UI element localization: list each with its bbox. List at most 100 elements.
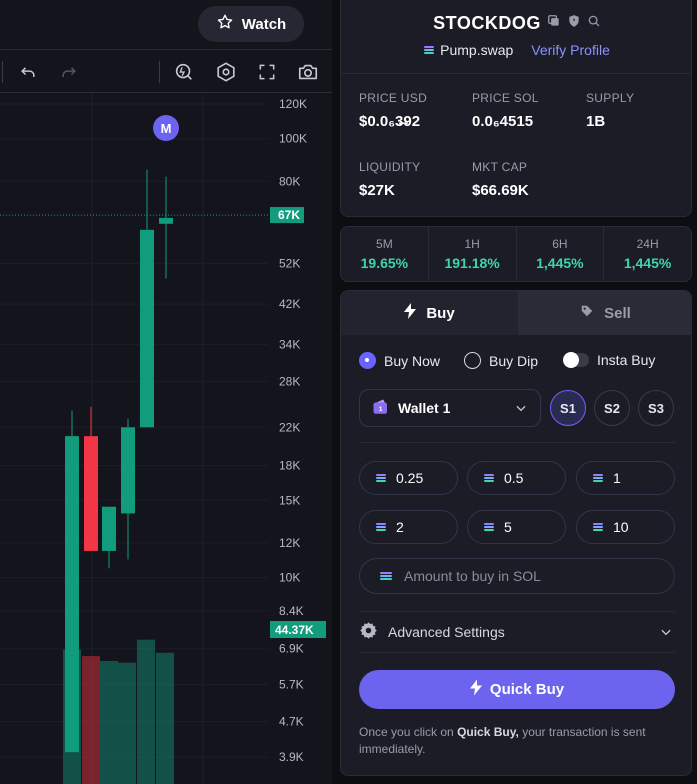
change-value: 1,445% [623, 255, 672, 271]
amount-placeholder: Amount to buy in SOL [404, 568, 541, 584]
advanced-settings-toggle[interactable]: Advanced Settings [359, 621, 675, 643]
stat-label: LIQUIDITY [359, 160, 421, 174]
mode-buy-now[interactable]: Buy Now [359, 352, 440, 369]
sol-icon [484, 474, 494, 482]
tab-sell[interactable]: Sell [518, 291, 691, 335]
slot-s3-button[interactable]: S3 [638, 390, 674, 426]
amount-preset-button[interactable]: 2 [359, 510, 458, 544]
slot-s2-button[interactable]: S2 [594, 390, 630, 426]
change-5m[interactable]: 5M 19.65% [341, 227, 429, 281]
dex-name: Pump.swap [440, 42, 514, 58]
divider [359, 611, 675, 612]
price-axis-label: 8.4K [279, 604, 304, 618]
price-axis-label: 34K [279, 337, 300, 351]
wallet-label: Wallet 1 [398, 400, 451, 416]
change-1h[interactable]: 1H 191.18% [429, 227, 517, 281]
chart-canvas[interactable]: 120K 100K 80K 52K 42K 34K 28K 22K 18K 15K 12K 10K 8.… [0, 94, 332, 784]
price-axis-label: 120K [279, 97, 307, 111]
copy-icon[interactable] [547, 14, 561, 33]
quick-buy-label: Quick Buy [489, 681, 565, 698]
redo-icon[interactable] [58, 61, 80, 83]
change-value: 1,445% [536, 255, 584, 271]
price-axis-label: 28K [279, 374, 300, 388]
search-icon[interactable] [587, 14, 601, 33]
quick-buy-button[interactable]: Quick Buy [359, 670, 675, 709]
candle-body [121, 427, 135, 514]
price-axis-label: 52K [279, 256, 300, 270]
amount-input[interactable]: Amount to buy in SOL [359, 558, 675, 594]
amount-preset-button[interactable]: 0.5 [467, 461, 566, 495]
volume-bar [118, 662, 136, 784]
settings-hexagon-icon[interactable] [215, 61, 237, 83]
volume-bar [156, 652, 174, 784]
candlestick-chart[interactable]: 120K 100K 80K 52K 42K 34K 28K 22K 18K 15K 12K 10K 8.… [0, 94, 332, 784]
right-panel: STOCKDOG Pump.swap Verify Profile PRICE … [340, 0, 697, 784]
undo-icon[interactable] [17, 61, 39, 83]
price-axis-label: 4.7K [279, 714, 304, 728]
mode-buy-dip[interactable]: Buy Dip [464, 352, 538, 369]
amount-value: 1 [613, 470, 621, 486]
amount-preset-button[interactable]: 0.25 [359, 461, 458, 495]
stat-value: $0.0₆3̶92 [359, 113, 421, 130]
candle-body [84, 436, 98, 551]
stat-label: SUPPLY [586, 91, 635, 105]
current-price-tag-label: 67K [278, 208, 300, 222]
verify-profile-link[interactable]: Verify Profile [531, 42, 610, 58]
stat-liquidity: LIQUIDITY $27K [359, 160, 420, 199]
stat-value: 0.0₆4515 [472, 113, 534, 130]
change-value: 191.18% [444, 255, 500, 271]
change-label: 5M [376, 237, 393, 251]
pump-swap-icon [424, 46, 435, 54]
quick-buy-note: Once you click on Quick Buy, your transa… [359, 724, 675, 758]
insta-buy-label: Insta Buy [597, 352, 656, 368]
wallet-select[interactable]: 1 Wallet 1 [359, 389, 541, 427]
sol-icon [593, 474, 603, 482]
volume-bar [82, 656, 100, 784]
volume-tag-label: 44.37K [275, 623, 314, 637]
indicator-icon[interactable] [173, 61, 195, 83]
chart-topbar: Watch [0, 0, 332, 50]
stat-value: $66.69K [472, 182, 529, 199]
amount-preset-button[interactable]: 10 [576, 510, 675, 544]
change-24h[interactable]: 24H 1,445% [604, 227, 691, 281]
tab-buy[interactable]: Buy [341, 291, 518, 335]
amount-preset-button[interactable]: 1 [576, 461, 675, 495]
amount-value: 5 [504, 519, 512, 535]
change-value: 19.65% [360, 255, 409, 271]
change-label: 24H [636, 237, 659, 251]
stat-value: 1B [586, 113, 606, 130]
stat-price-usd: PRICE USD $0.0₆3̶92 [359, 91, 427, 130]
stat-value: $27K [359, 182, 395, 199]
token-name: STOCKDOG [433, 13, 541, 33]
token-info-card: STOCKDOG Pump.swap Verify Profile PRICE … [340, 0, 692, 217]
note-strong: Quick Buy, [457, 725, 519, 739]
chevron-down-icon [659, 625, 673, 642]
candle-body [159, 217, 173, 224]
price-change-card: 5M 19.65% 1H 191.18% 6H 1,445% 24H 1,445… [340, 226, 692, 282]
dex-row: Pump.swap Verify Profile [341, 42, 693, 58]
panel-divider[interactable] [332, 0, 340, 784]
watch-button[interactable]: Watch [198, 6, 304, 42]
price-axis-label: 42K [279, 297, 300, 311]
price-axis-label: 15K [279, 493, 300, 507]
slot-s1-button[interactable]: S1 [550, 390, 586, 426]
amount-preset-button[interactable]: 5 [467, 510, 566, 544]
radio-selected-icon [359, 352, 376, 369]
amount-value: 0.5 [504, 470, 524, 486]
fullscreen-icon[interactable] [256, 61, 278, 83]
star-icon [216, 13, 234, 35]
current-price-tag [270, 207, 304, 224]
price-axis-label: 100K [279, 132, 307, 146]
insta-buy-toggle[interactable]: Insta Buy [563, 352, 655, 368]
chart-panel: Watch 120K 100K 80K 52K 42K 34K 28K 22K 18K 15K 12… [0, 0, 332, 784]
change-label: 6H [552, 237, 568, 251]
camera-icon[interactable] [297, 61, 319, 83]
lightning-icon [404, 303, 417, 323]
toggle-switch[interactable] [563, 352, 589, 368]
change-6h[interactable]: 6H 1,445% [517, 227, 605, 281]
candle-body [140, 229, 154, 428]
shield-icon[interactable] [567, 14, 581, 33]
divider [359, 652, 675, 653]
tab-buy-label: Buy [426, 304, 455, 322]
volume-tag [270, 621, 326, 638]
